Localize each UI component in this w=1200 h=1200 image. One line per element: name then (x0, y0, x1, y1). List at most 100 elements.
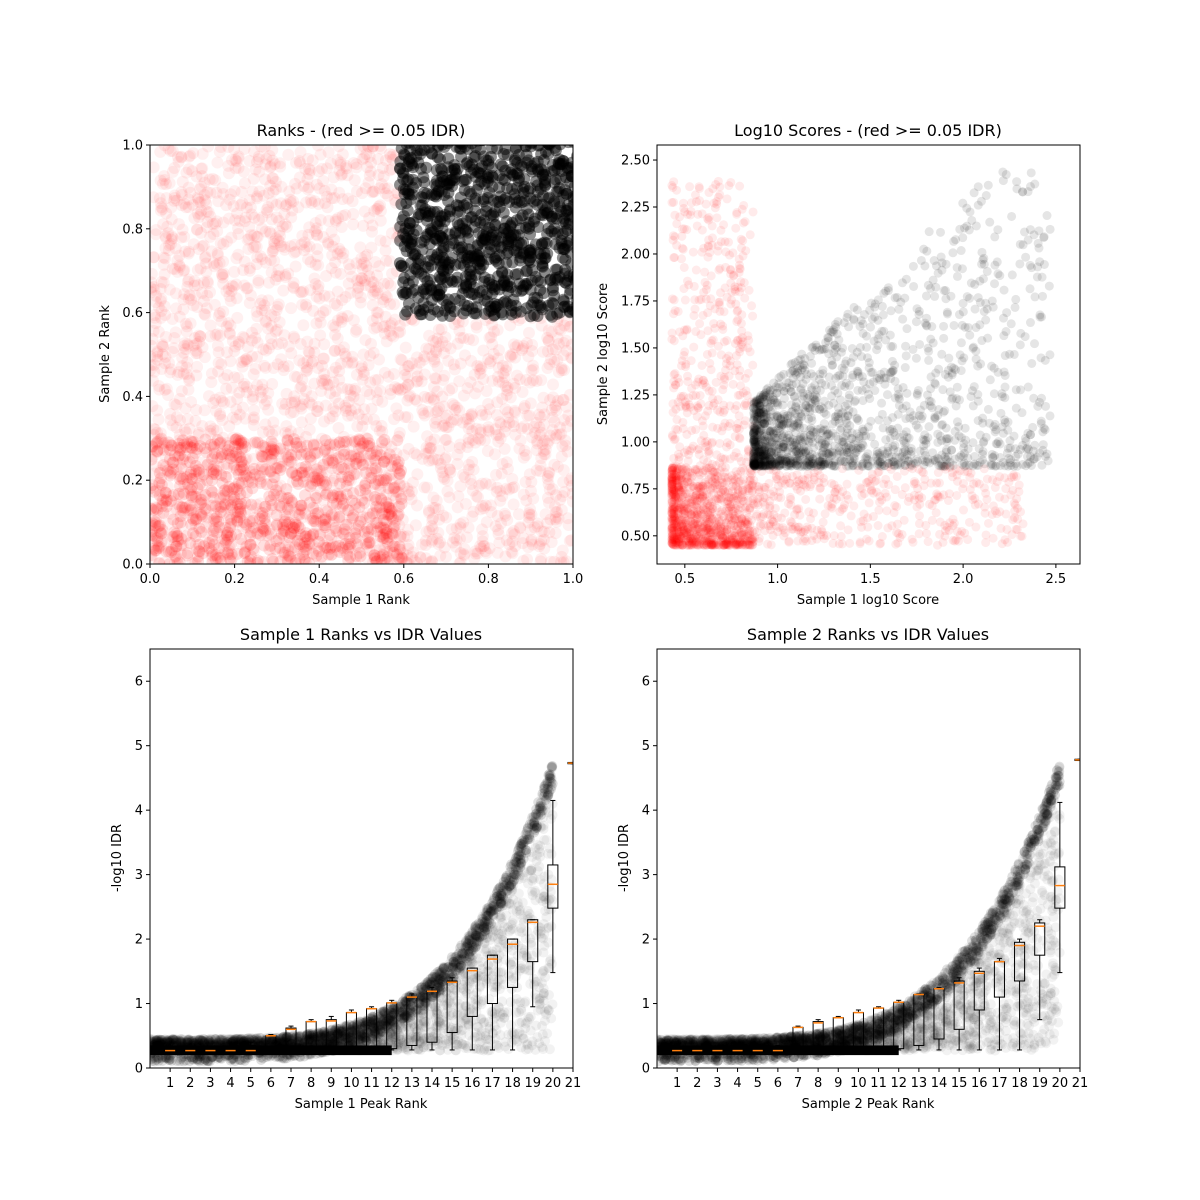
red-point (520, 449, 533, 462)
red-point (549, 343, 562, 356)
red-point (342, 471, 355, 484)
red-point (558, 319, 571, 332)
red-point (469, 436, 482, 449)
red-point (162, 388, 175, 401)
black-point (408, 262, 421, 275)
red-point (295, 286, 308, 299)
black-point (479, 307, 492, 320)
red-point (264, 160, 277, 173)
red-point (748, 311, 758, 321)
red-point (150, 423, 162, 436)
red-point (265, 440, 278, 453)
red-point (150, 289, 163, 302)
red-point (268, 158, 281, 171)
red-point (907, 534, 917, 544)
red-point (273, 229, 286, 242)
red-point (192, 550, 205, 563)
red-point (196, 286, 209, 299)
red-point (726, 177, 736, 187)
red-point (521, 553, 534, 564)
red-point (173, 259, 186, 272)
red-point (483, 312, 496, 325)
red-point (285, 494, 298, 507)
red-point (915, 511, 925, 521)
red-point (275, 337, 288, 350)
red-point (484, 478, 497, 491)
red-point (207, 463, 220, 476)
red-point (284, 196, 297, 209)
red-point (316, 359, 329, 372)
black-point (396, 286, 409, 299)
red-point (990, 506, 1000, 516)
black-point (561, 209, 573, 222)
red-point (198, 176, 211, 189)
red-point (158, 268, 171, 281)
ranks-title: Ranks - (red >= 0.05 IDR) (257, 121, 466, 140)
red-point (538, 408, 551, 421)
red-point (528, 426, 541, 439)
black-point (506, 256, 519, 269)
red-point (250, 230, 263, 243)
red-point (164, 490, 177, 503)
red-point (504, 349, 517, 362)
red-point (479, 408, 492, 421)
red-point (222, 540, 235, 553)
red-point (523, 511, 536, 524)
red-point (303, 423, 316, 436)
red-point (167, 513, 180, 526)
red-point (223, 290, 236, 303)
red-point (224, 452, 237, 465)
red-point (273, 214, 286, 227)
red-point (247, 419, 260, 432)
red-point (731, 223, 741, 233)
black-point (436, 264, 449, 277)
red-point (354, 515, 367, 528)
red-point (344, 383, 357, 396)
red-point (236, 197, 249, 210)
red-point (995, 492, 1005, 502)
red-point (494, 418, 507, 431)
red-point (333, 242, 346, 255)
red-point (300, 240, 313, 253)
red-point (323, 542, 336, 555)
red-point (374, 461, 387, 474)
red-point (504, 350, 517, 363)
red-point (279, 218, 292, 231)
red-point (545, 536, 558, 549)
black-point (526, 264, 539, 277)
red-point (357, 348, 370, 361)
red-point (294, 400, 307, 413)
black-point (452, 243, 465, 256)
red-point (289, 554, 302, 564)
red-point (344, 474, 357, 487)
red-point (180, 166, 193, 179)
red-point (204, 186, 217, 199)
red-point (423, 343, 436, 356)
black-point (414, 308, 427, 321)
red-point (492, 429, 505, 442)
red-point (418, 390, 431, 403)
red-point (295, 380, 308, 393)
red-point (364, 337, 377, 350)
red-point (358, 368, 371, 381)
black-point (430, 179, 443, 192)
red-point (349, 325, 362, 338)
red-point (347, 487, 360, 500)
black-point (418, 145, 431, 156)
red-point (490, 468, 503, 481)
red-point (190, 223, 203, 236)
red-point (397, 449, 410, 462)
red-point (537, 391, 550, 404)
red-point (538, 448, 551, 461)
red-point (522, 350, 535, 363)
red-point (181, 280, 194, 293)
black-point (439, 304, 452, 317)
red-point (151, 445, 164, 458)
red-point (335, 220, 348, 233)
red-point (535, 535, 548, 548)
red-point (542, 466, 555, 479)
red-point (346, 350, 359, 363)
red-point (224, 530, 237, 543)
red-point (215, 358, 228, 371)
red-point (376, 436, 389, 449)
